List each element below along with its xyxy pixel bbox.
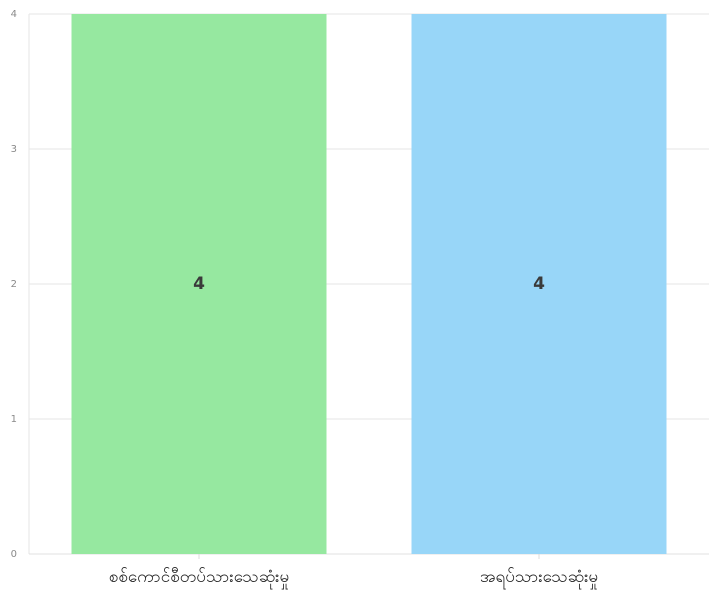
y-tick-label: 3 (11, 144, 17, 155)
y-tick-labels: 0 1 2 3 4 (11, 9, 17, 560)
x-tick-labels: စစ်ကောင်စီတပ်သားသေဆုံးမှု အရပ်သားသေဆုံးမှ… (109, 554, 598, 590)
bar[interactable] (411, 14, 667, 554)
bar-data-label: 4 (533, 274, 545, 294)
y-tick-label: 2 (11, 279, 17, 290)
bar[interactable] (71, 14, 327, 554)
y-tick-label: 1 (11, 414, 17, 425)
bar-data-label: 4 (193, 274, 205, 294)
y-tick-label: 0 (11, 549, 17, 560)
x-tick-label: အရပ်သားသေဆုံးမှု (480, 567, 598, 590)
x-tick-label: စစ်ကောင်စီတပ်သားသေဆုံးမှု (109, 567, 289, 590)
y-tick-label: 4 (11, 9, 17, 20)
bars (71, 14, 667, 554)
